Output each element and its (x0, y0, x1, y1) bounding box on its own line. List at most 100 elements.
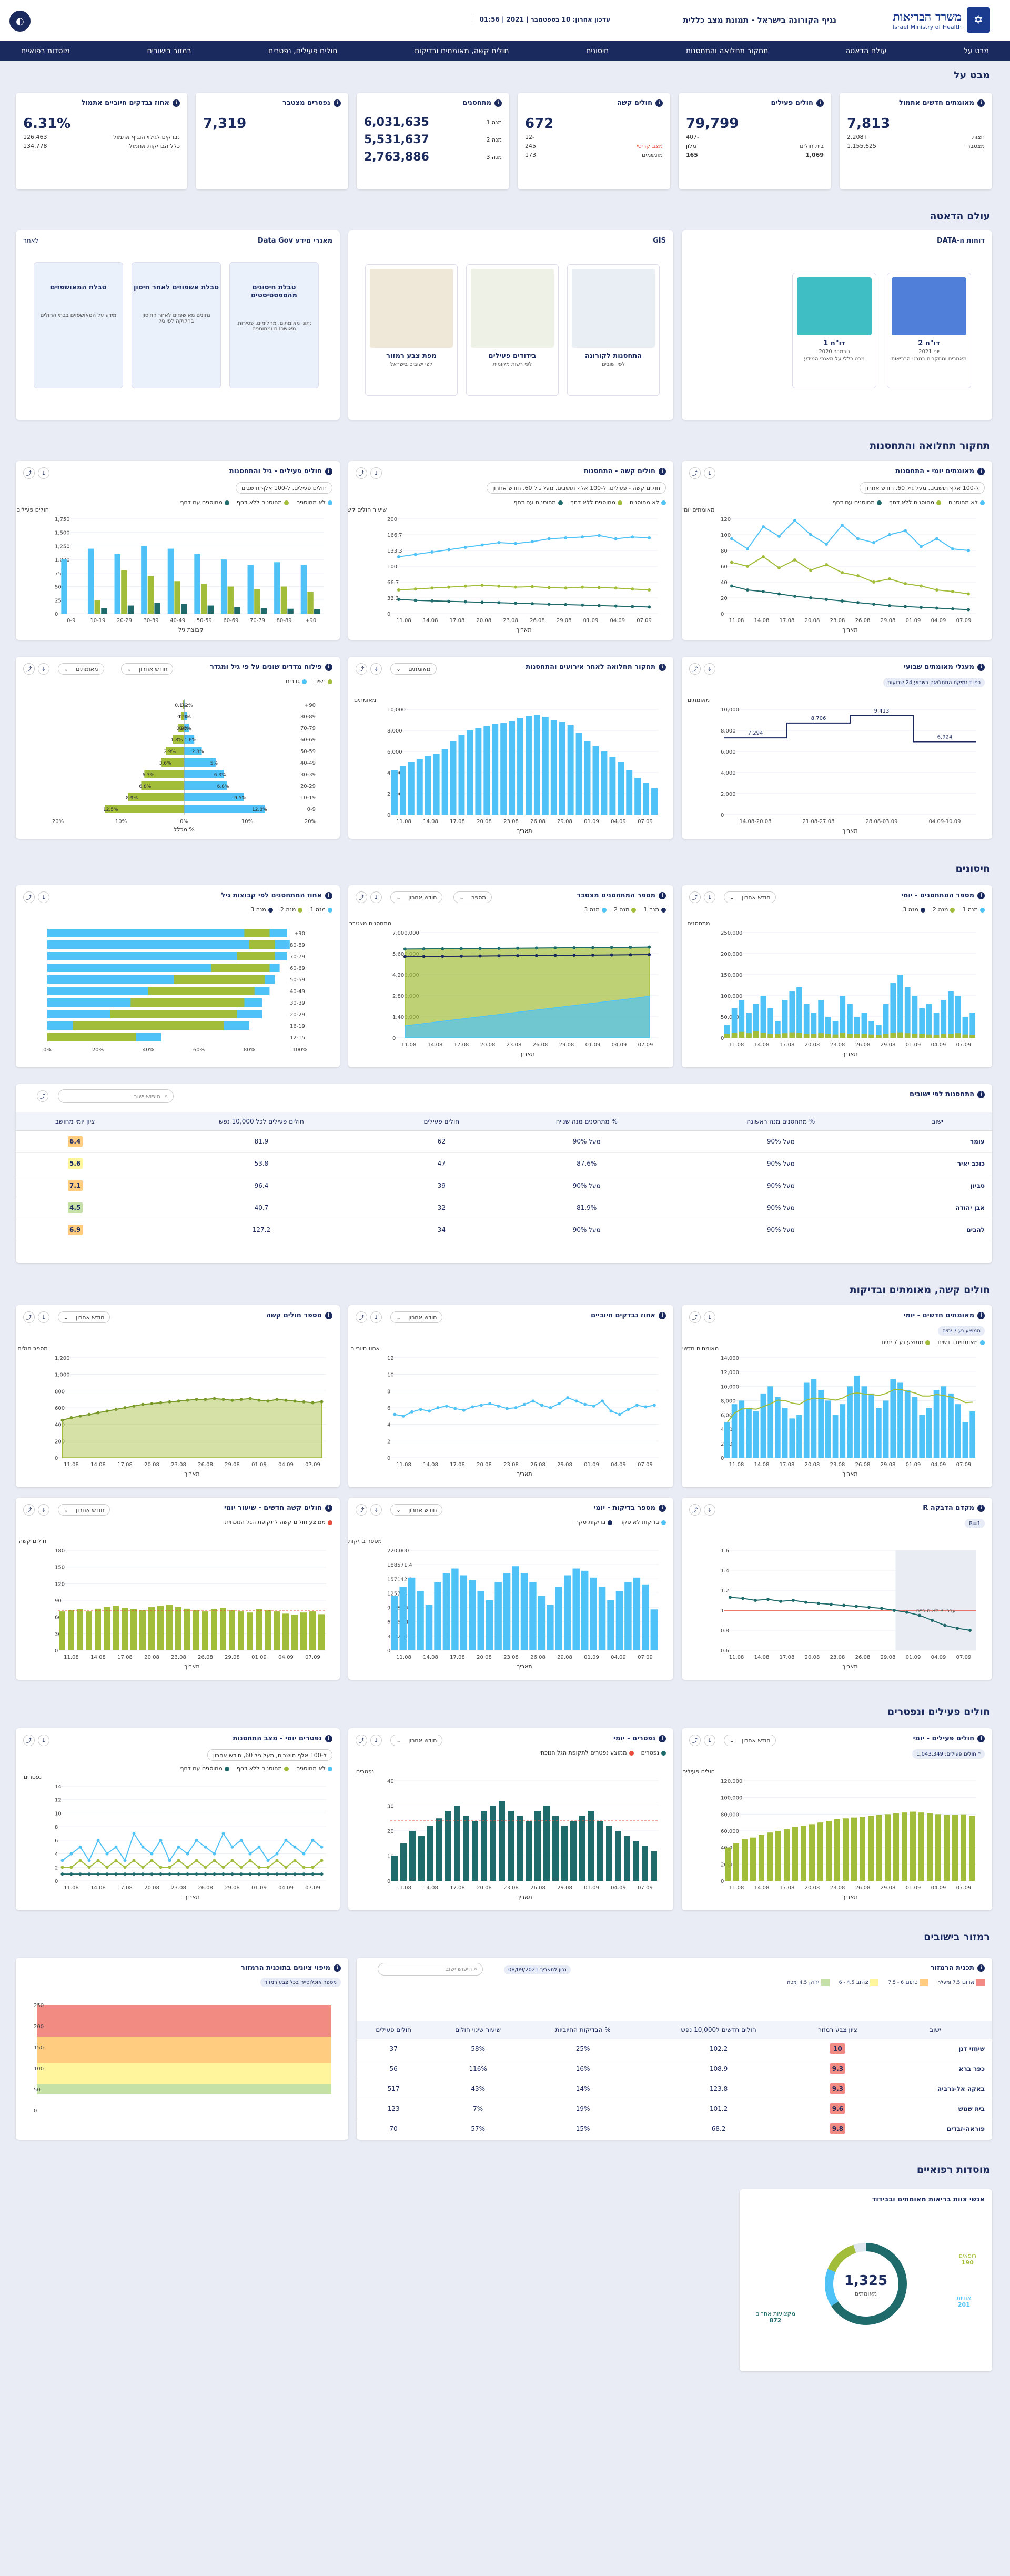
data-point[interactable] (497, 954, 501, 958)
legend-item[interactable]: נשים (314, 678, 332, 685)
filter-dropdown[interactable]: ל-100 אלף תושבים, מעל גיל 60, חודש אחרון (207, 1749, 332, 1761)
data-point[interactable] (257, 1866, 261, 1869)
data-point[interactable] (872, 603, 875, 606)
data-point[interactable] (186, 1872, 189, 1876)
data-point[interactable] (497, 541, 501, 544)
bar[interactable] (61, 559, 67, 614)
data-point[interactable] (302, 1866, 306, 1869)
bar[interactable] (494, 1582, 502, 1650)
data-point[interactable] (78, 1845, 82, 1849)
bar[interactable] (847, 1004, 853, 1038)
bar[interactable] (883, 1004, 889, 1038)
bar[interactable] (860, 1817, 865, 1881)
bar[interactable] (463, 1816, 469, 1881)
bar[interactable] (868, 1816, 874, 1881)
bar[interactable] (238, 1611, 244, 1650)
bar[interactable] (893, 1813, 899, 1881)
bar[interactable] (868, 1021, 874, 1038)
data-point[interactable] (284, 1866, 288, 1869)
data-point[interactable] (478, 947, 482, 950)
data-point[interactable] (430, 599, 434, 603)
data-point[interactable] (497, 947, 501, 950)
bar[interactable] (564, 1575, 571, 1651)
data-point[interactable] (741, 1597, 744, 1600)
bar[interactable] (47, 1021, 73, 1030)
bar[interactable] (460, 1575, 468, 1651)
data-point[interactable] (730, 584, 733, 588)
period-dropdown[interactable]: חודש אחרון ⌄ (724, 1735, 776, 1746)
data-point[interactable] (320, 1400, 324, 1404)
bar[interactable] (318, 1614, 325, 1650)
share-icon[interactable]: ⤴ (356, 1311, 367, 1323)
bar[interactable] (416, 759, 423, 815)
bar[interactable] (555, 1587, 563, 1650)
info-icon[interactable]: i (325, 891, 332, 899)
bar[interactable] (883, 1034, 889, 1038)
data-point[interactable] (904, 529, 907, 533)
data-point[interactable] (445, 1404, 448, 1408)
data-point[interactable] (248, 1859, 252, 1862)
data-point[interactable] (516, 946, 520, 950)
legend-item[interactable]: מחוסנים ללא דחף (237, 1765, 289, 1772)
bar[interactable] (503, 1573, 511, 1650)
period-dropdown[interactable]: מאומתים ⌄ (390, 663, 437, 675)
data-point[interactable] (248, 1852, 252, 1856)
data-point[interactable] (248, 1872, 252, 1876)
bar[interactable] (561, 1826, 568, 1881)
bar[interactable] (902, 1812, 907, 1881)
legend-item[interactable]: מחוסנים עם דחף (180, 1765, 229, 1772)
data-point[interactable] (60, 1872, 64, 1876)
data-point[interactable] (87, 1866, 91, 1869)
bar[interactable] (642, 1846, 648, 1881)
download-icon[interactable]: ↓ (38, 891, 49, 903)
bar[interactable] (425, 1605, 433, 1650)
column-header[interactable]: ישוב (883, 1112, 992, 1131)
column-header[interactable]: חולים פעילים לכל 10,000 נפש (134, 1112, 389, 1131)
legend-item[interactable]: מחוסנים ללא דחף (570, 499, 622, 506)
data-point[interactable] (230, 1845, 234, 1849)
info-icon[interactable]: i (977, 1964, 985, 1972)
legend-item[interactable]: בדיקות סקר (575, 1519, 613, 1526)
data-point[interactable] (762, 525, 765, 528)
bar-men[interactable] (184, 781, 227, 790)
nav-item-medical[interactable]: מוסדות רפואיים (21, 47, 70, 55)
info-icon[interactable]: i (977, 1735, 985, 1742)
data-point[interactable] (141, 1845, 145, 1849)
info-icon[interactable]: i (659, 467, 666, 475)
data-point[interactable] (186, 1398, 189, 1402)
data-point[interactable] (905, 1610, 908, 1614)
bar[interactable] (809, 1824, 815, 1881)
data-point[interactable] (413, 598, 417, 602)
bar[interactable] (897, 975, 903, 1038)
bar[interactable] (499, 1801, 505, 1881)
data-point[interactable] (213, 1872, 216, 1876)
bar[interactable] (193, 1610, 199, 1650)
data-point[interactable] (302, 1872, 306, 1876)
data-point[interactable] (514, 585, 518, 589)
data-point[interactable] (105, 1852, 109, 1856)
legend-item[interactable]: מאומתים חדשים (937, 1339, 985, 1346)
data-point[interactable] (648, 605, 651, 609)
table-row[interactable]: כפר ברא 9.3 108.9 16% 116% 56 (357, 2059, 992, 2079)
column-header[interactable]: שיעור שינוי חולים (430, 2021, 526, 2039)
data-point[interactable] (766, 1598, 770, 1601)
bar[interactable] (121, 570, 127, 614)
data-point[interactable] (204, 1872, 207, 1876)
column-header[interactable]: חולים חדשים ל10,000 נפש (640, 2021, 797, 2039)
data-point[interactable] (514, 542, 518, 545)
bar-women[interactable] (144, 770, 184, 778)
bar[interactable] (642, 1584, 649, 1650)
bar[interactable] (624, 1836, 630, 1881)
data-point[interactable] (275, 1859, 279, 1862)
bar[interactable] (260, 608, 267, 614)
bar[interactable] (885, 1814, 891, 1881)
bar[interactable] (912, 996, 918, 1038)
period-dropdown[interactable]: חודש אחרון ⌄ (390, 1735, 443, 1746)
data-point[interactable] (480, 600, 484, 604)
data-point[interactable] (804, 1600, 807, 1604)
data-point[interactable] (614, 586, 618, 590)
bar[interactable] (229, 1610, 235, 1650)
data-point[interactable] (132, 1832, 136, 1835)
data-point[interactable] (514, 1406, 518, 1409)
bar[interactable] (847, 1034, 853, 1038)
